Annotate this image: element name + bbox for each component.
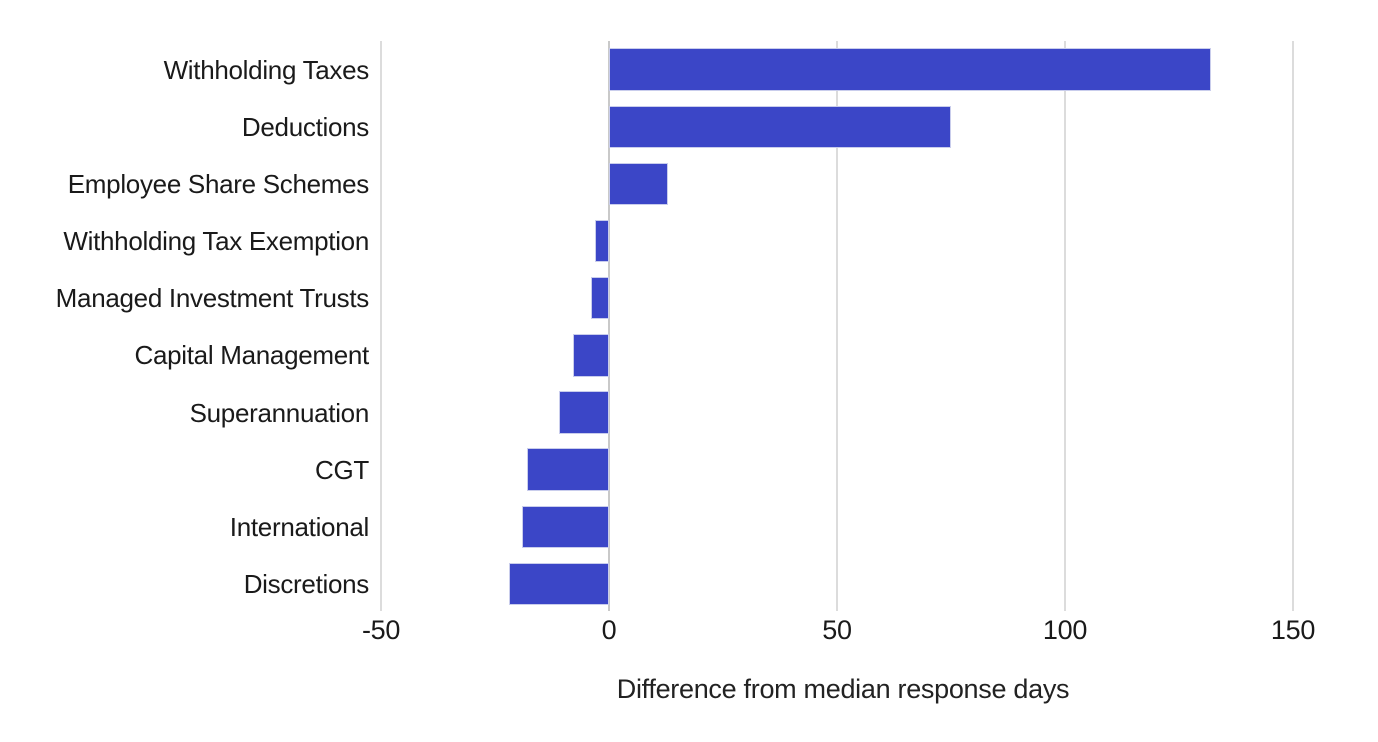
bar [508, 562, 609, 606]
y-axis-category-label: Withholding Taxes [163, 54, 370, 85]
bar [558, 391, 609, 434]
y-axis-category-label: CGT [315, 454, 369, 485]
bar [609, 162, 669, 206]
x-axis-tick-label: 50 [822, 615, 852, 645]
gridline [1292, 41, 1294, 611]
bar [526, 448, 609, 491]
y-axis-category-label: Withholding Tax Exemption [63, 226, 369, 257]
y-axis-category-label: Employee Share Schemes [67, 168, 370, 199]
y-axis-category-label: Superannuation [189, 397, 370, 428]
y-axis-category-label: Discretions [243, 568, 370, 599]
x-axis-title: Difference from median response days [616, 674, 1070, 704]
gridline [380, 41, 382, 611]
bar [590, 276, 609, 320]
bar [522, 505, 609, 549]
bar [595, 219, 609, 263]
y-axis-category-label: Managed Investment Trusts [55, 283, 370, 314]
bar [609, 105, 951, 148]
zero-gridline [608, 41, 610, 611]
gridline [836, 41, 838, 611]
x-axis-tick-label: 0 [601, 615, 617, 645]
y-axis-category-label: International [229, 511, 370, 542]
x-axis-tick-label: -50 [361, 615, 401, 645]
y-axis-category-label: Capital Management [134, 340, 369, 371]
x-axis-tick-label: 100 [1042, 615, 1088, 645]
y-axis-category-label: Deductions [241, 111, 369, 142]
bar [609, 48, 1211, 91]
gridline [1064, 41, 1066, 611]
bar [572, 334, 609, 377]
x-axis-tick-label: 150 [1270, 615, 1316, 645]
